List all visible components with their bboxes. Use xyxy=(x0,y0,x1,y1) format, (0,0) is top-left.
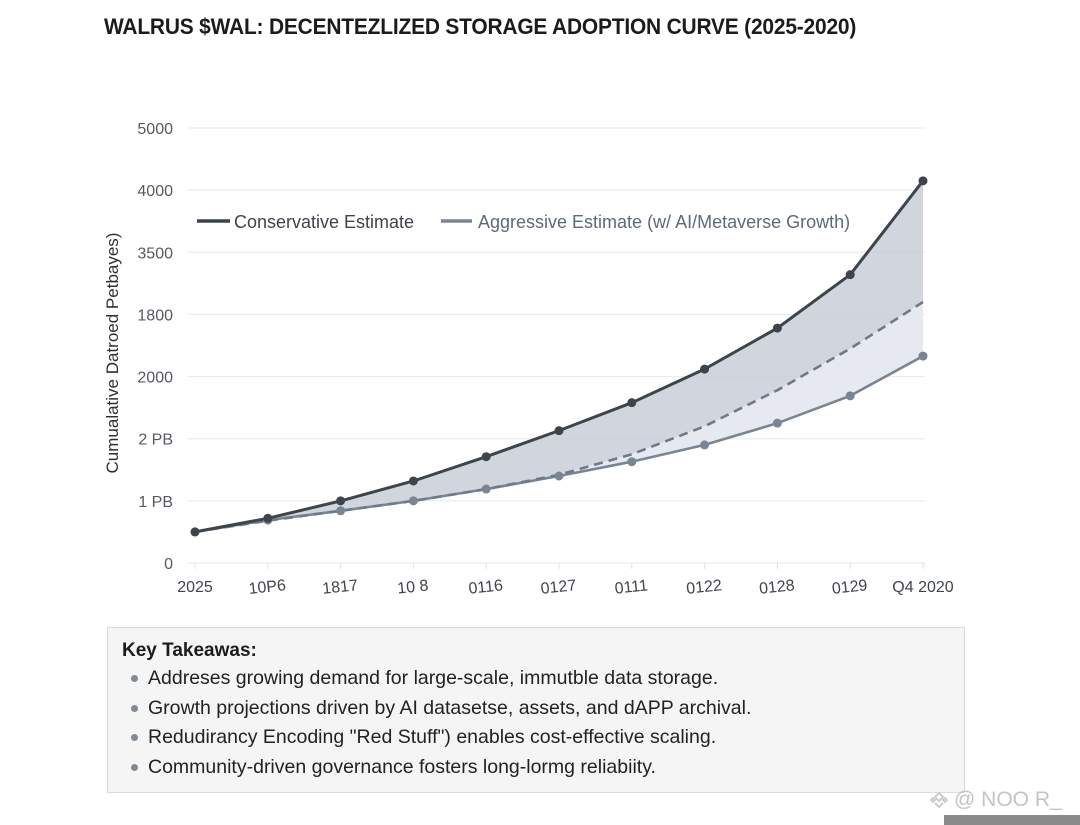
x-tick-label: 0116 xyxy=(468,577,504,598)
x-tick-label: 2025 xyxy=(177,579,213,596)
x-tick-label: 0111 xyxy=(614,577,649,597)
x-tick-label: 0129 xyxy=(831,577,868,598)
takeaway-item: Addreses growing demand for large-scale,… xyxy=(122,664,964,694)
x-tick-label: 1817 xyxy=(322,577,359,598)
takeaway-item: Growth projections driven by AI datasets… xyxy=(122,694,964,724)
key-takeaways-box: Key Takeawas: Addreses growing demand fo… xyxy=(107,627,965,793)
bullet-icon xyxy=(131,734,138,741)
point-conservative xyxy=(408,476,418,486)
point-conservative xyxy=(336,496,346,506)
y-tick-label: 5000 xyxy=(137,121,173,138)
point-aggressive xyxy=(336,506,346,516)
legend-label-aggressive: Aggressive Estimate (w/ AI/Metaverse Gro… xyxy=(478,212,850,232)
point-conservative xyxy=(190,527,200,537)
takeaway-text: Redudirancy Encoding "Red Stuff") enable… xyxy=(148,726,717,748)
shaded-bands xyxy=(195,180,923,532)
y-tick-label: 2000 xyxy=(137,370,173,387)
point-aggressive xyxy=(554,471,564,481)
point-conservative xyxy=(627,398,637,408)
point-aggressive xyxy=(408,496,418,506)
takeaways-heading: Key Takeawas: xyxy=(122,640,257,661)
x-tick-label: 10P6 xyxy=(248,577,287,598)
x-tick-labels: 2025 10P6 1817 10 8 0116 0127 0111 0122 0128 0129… xyxy=(177,577,954,598)
x-tick-label: 0127 xyxy=(540,577,577,598)
x-tick-label: 10 8 xyxy=(397,577,430,597)
point-conservative xyxy=(554,426,564,436)
point-aggressive xyxy=(918,351,928,361)
chart-title: WALRUS $WAL: DECENTEZLIZED STORAGE ADOPT… xyxy=(104,14,857,39)
point-aggressive xyxy=(627,457,637,467)
point-conservative xyxy=(772,323,782,333)
point-conservative xyxy=(263,513,273,523)
bottom-bar xyxy=(944,815,1080,825)
band-upper xyxy=(195,180,923,532)
x-tick-label: 0128 xyxy=(758,577,795,598)
point-conservative xyxy=(481,452,491,462)
y-tick-label: 0 xyxy=(164,556,173,573)
takeaway-text: Addreses growing demand for large-scale,… xyxy=(148,667,719,689)
point-aggressive xyxy=(772,418,782,428)
takeaways-list: Addreses growing demand for large-scale,… xyxy=(122,664,964,782)
x-tick-label: 0122 xyxy=(686,577,723,598)
legend-label-conservative: Conservative Estimate xyxy=(234,212,414,232)
band-lower xyxy=(195,302,923,532)
x-tick-label: Q4 2020 xyxy=(892,579,953,596)
takeaway-text: Growth projections driven by AI datasets… xyxy=(148,696,752,719)
takeaway-text: Community-driven governance fosters long… xyxy=(148,755,656,778)
bullet-icon xyxy=(131,763,138,771)
takeaway-item: Redudirancy Encoding "Red Stuff") enable… xyxy=(122,723,964,753)
y-tick-labels: 0 1 PB 2 PB 2000 1800 3500 4000 5000 xyxy=(137,121,173,573)
point-conservative xyxy=(845,270,855,280)
watermark: @ NOO R_ xyxy=(928,788,1062,812)
point-aggressive xyxy=(845,391,855,401)
y-tick-label: 4000 xyxy=(137,183,173,200)
series-points xyxy=(190,176,928,537)
point-conservative xyxy=(918,176,928,186)
binance-logo-icon xyxy=(929,791,949,809)
legend: Conservative Estimate Aggressive Estimat… xyxy=(197,212,850,232)
point-aggressive xyxy=(700,440,710,450)
point-aggressive xyxy=(481,484,491,494)
chart: 0 1 PB 2 PB 2000 1800 3500 4000 5000 2025 10P6 18… xyxy=(103,121,954,598)
y-tick-label: 1800 xyxy=(137,307,173,324)
y-tick-label: 1 PB xyxy=(138,494,173,511)
takeaway-item: Community-driven governance fosters long… xyxy=(122,753,964,783)
y-tick-label: 2 PB xyxy=(138,432,173,449)
point-conservative xyxy=(700,364,710,374)
bullet-icon xyxy=(131,675,138,682)
y-tick-label: 3500 xyxy=(137,245,173,262)
watermark-text: @ NOO R_ xyxy=(954,788,1062,811)
bullet-icon xyxy=(131,704,138,712)
y-axis-label: Cumualative Datroed Petbayes) xyxy=(103,233,122,474)
